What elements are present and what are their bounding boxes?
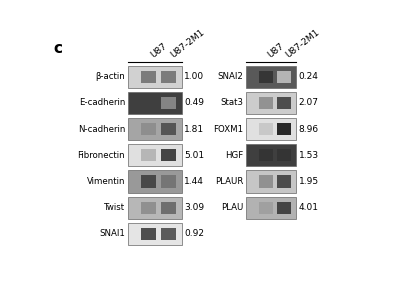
Text: 1.53: 1.53 [299, 151, 319, 160]
Text: Twist: Twist [104, 203, 125, 212]
Bar [246, 144, 296, 166]
Text: FOXM1: FOXM1 [214, 125, 244, 134]
Text: 1.44: 1.44 [184, 177, 204, 186]
Text: HGF: HGF [226, 151, 244, 160]
Bar [128, 66, 182, 88]
Bar [141, 97, 156, 109]
Text: SNAI2: SNAI2 [218, 72, 244, 81]
Bar [277, 123, 292, 135]
Bar [259, 175, 273, 188]
Bar [246, 170, 296, 193]
Text: 1.00: 1.00 [184, 72, 204, 81]
Text: 5.01: 5.01 [184, 151, 204, 160]
Bar [161, 97, 176, 109]
Bar [141, 123, 156, 135]
Bar [161, 123, 176, 135]
Bar [246, 197, 296, 219]
Text: 3.09: 3.09 [184, 203, 204, 212]
Bar [161, 202, 176, 214]
Text: N-cadherin: N-cadherin [78, 125, 125, 134]
Bar [128, 197, 182, 219]
Bar [141, 149, 156, 162]
Text: β-actin: β-actin [96, 72, 125, 81]
Bar [259, 202, 273, 214]
Bar [141, 228, 156, 240]
Text: U87: U87 [149, 41, 168, 59]
Text: SNAI1: SNAI1 [99, 229, 125, 238]
Bar [246, 66, 296, 88]
Bar [141, 175, 156, 188]
Bar [277, 149, 292, 162]
Bar [277, 97, 292, 109]
Bar [259, 149, 273, 162]
Bar [128, 144, 182, 166]
Text: 8.96: 8.96 [299, 125, 319, 134]
Bar [277, 175, 292, 188]
Bar [141, 71, 156, 83]
Bar [277, 202, 292, 214]
Bar [259, 71, 273, 83]
Text: 0.92: 0.92 [184, 229, 204, 238]
Bar [246, 92, 296, 114]
Text: U87-2M1: U87-2M1 [284, 28, 322, 59]
Text: E-cadherin: E-cadherin [79, 98, 125, 108]
Text: PLAU: PLAU [221, 203, 244, 212]
Text: 0.49: 0.49 [184, 98, 204, 108]
Bar [128, 92, 182, 114]
Text: c: c [54, 41, 63, 56]
Bar [259, 123, 273, 135]
Text: U87-2M1: U87-2M1 [169, 28, 206, 59]
Bar [161, 71, 176, 83]
Bar [277, 71, 292, 83]
Text: 1.95: 1.95 [299, 177, 319, 186]
Text: Stat3: Stat3 [221, 98, 244, 108]
Bar [128, 118, 182, 140]
Bar [128, 223, 182, 245]
Text: U87: U87 [266, 41, 286, 59]
Text: 1.81: 1.81 [184, 125, 204, 134]
Text: 2.07: 2.07 [299, 98, 319, 108]
Bar [161, 228, 176, 240]
Bar [128, 170, 182, 193]
Text: Vimentin: Vimentin [87, 177, 125, 186]
Text: 4.01: 4.01 [299, 203, 319, 212]
Text: 0.24: 0.24 [299, 72, 319, 81]
Text: Fibronectin: Fibronectin [78, 151, 125, 160]
Bar [141, 202, 156, 214]
Text: PLAUR: PLAUR [215, 177, 244, 186]
Bar [161, 175, 176, 188]
Bar [259, 97, 273, 109]
Bar [161, 149, 176, 162]
Bar [246, 118, 296, 140]
